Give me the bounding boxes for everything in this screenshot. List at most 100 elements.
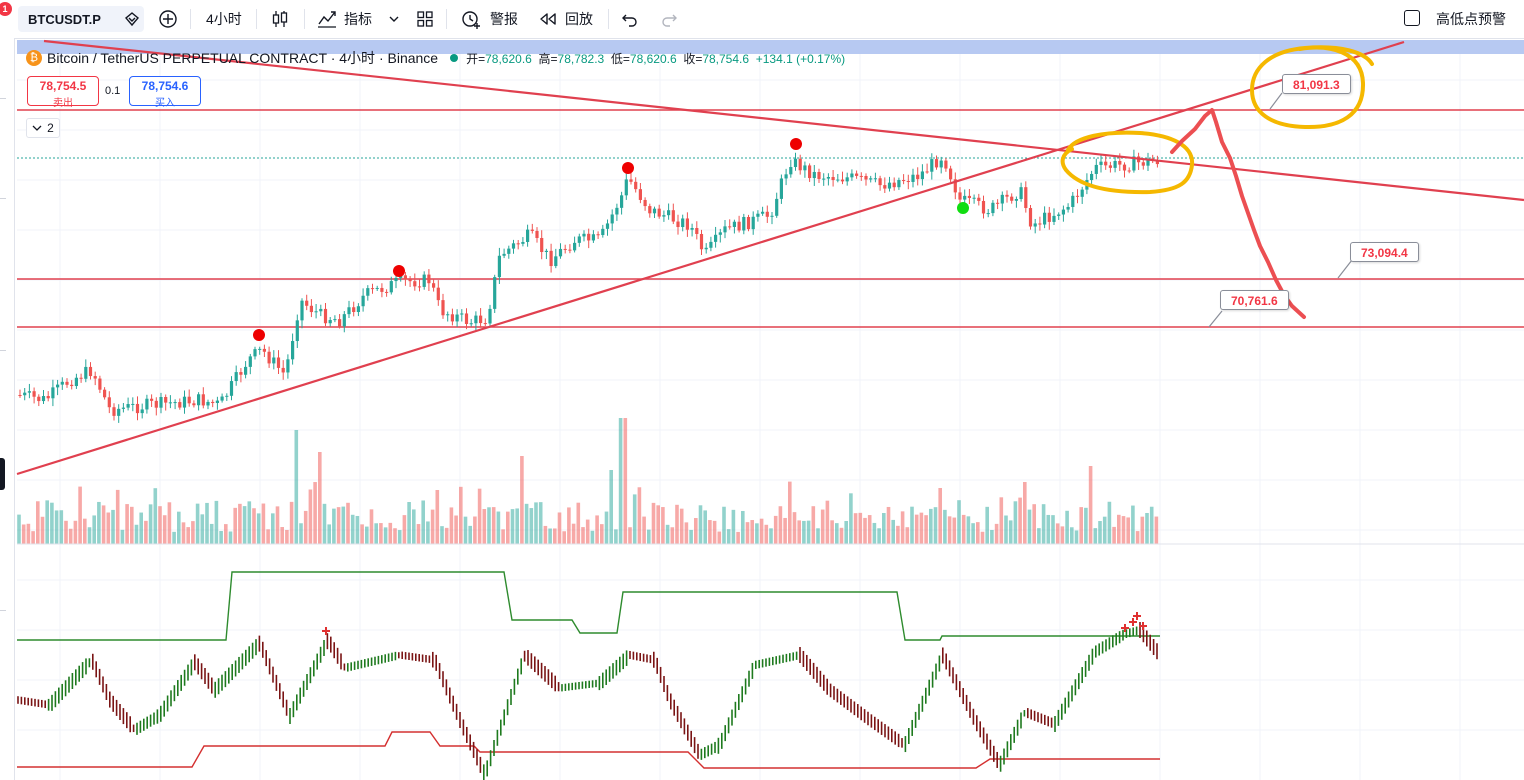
- volume-bar: [496, 511, 501, 544]
- candle-body: [934, 159, 939, 168]
- candle-body: [173, 402, 177, 404]
- candle-body: [135, 403, 140, 414]
- price-label-81091[interactable]: 81,091.3: [1282, 74, 1351, 94]
- price-label-73094[interactable]: 73,094.4: [1350, 242, 1419, 262]
- candle-body: [582, 233, 586, 237]
- volume-bar: [26, 523, 31, 544]
- sell-button[interactable]: 78,754.5 卖出: [27, 76, 99, 109]
- candle-body: [342, 314, 346, 327]
- candle-body: [761, 211, 765, 214]
- candle-body: [939, 160, 943, 168]
- candle-body: [328, 320, 332, 324]
- volume-bar: [318, 452, 322, 544]
- candle-body: [883, 185, 887, 189]
- volume-bar: [322, 503, 327, 544]
- volume-bar: [562, 531, 566, 544]
- replay-icon[interactable]: [538, 0, 558, 38]
- replay-button[interactable]: 回放: [565, 11, 593, 27]
- volume-bar: [835, 523, 839, 544]
- volume-bar: [92, 515, 96, 544]
- buy-button[interactable]: 78,754.6 买入: [129, 76, 201, 109]
- pivot-high-marker: [790, 138, 802, 150]
- candle-body: [1127, 170, 1131, 172]
- volume-bar: [308, 489, 313, 544]
- volume-bar: [694, 518, 698, 544]
- volume-bar: [440, 526, 444, 544]
- volume-bar: [148, 504, 153, 544]
- volume-bar: [491, 507, 496, 544]
- candle-body: [840, 179, 845, 182]
- candle-body: [309, 305, 313, 313]
- pivot-markers: [253, 138, 969, 341]
- candle-body: [855, 173, 859, 176]
- candle-body: [864, 175, 868, 180]
- volume-bar: [980, 531, 985, 544]
- volume-bar: [1027, 509, 1032, 544]
- candle-body: [1052, 215, 1056, 222]
- redo-icon[interactable]: [660, 0, 678, 38]
- volume-bar: [1060, 526, 1065, 544]
- high-low-alert-checkbox[interactable]: [1404, 10, 1420, 26]
- candle-body: [991, 202, 995, 214]
- symbol-search-box[interactable]: [18, 6, 144, 32]
- candle-body: [620, 195, 624, 208]
- candle-body: [751, 216, 755, 230]
- volume-bar: [1140, 516, 1145, 544]
- volume-bar: [595, 515, 599, 544]
- symbol-watch-icon[interactable]: [123, 0, 141, 38]
- volume-bar: [971, 523, 975, 544]
- volume-bar: [111, 509, 115, 544]
- candle-body: [1000, 194, 1004, 204]
- compare-add-icon[interactable]: [158, 0, 178, 38]
- notification-badge[interactable]: 1: [0, 2, 12, 16]
- volume-bar: [802, 520, 806, 544]
- chevron-down-icon[interactable]: [388, 0, 400, 38]
- volume-bar: [271, 513, 275, 544]
- undo-icon[interactable]: [621, 0, 639, 38]
- volume-bar: [228, 531, 233, 544]
- candle-body: [1061, 209, 1065, 215]
- volume-bar: [722, 506, 726, 544]
- bitcoin-logo-icon: ₿: [26, 50, 42, 66]
- candle-body: [93, 376, 97, 379]
- volume-bar: [825, 500, 830, 544]
- candlestick-type-icon[interactable]: [270, 0, 290, 38]
- candle-body: [681, 218, 685, 228]
- alert-clock-icon[interactable]: [460, 0, 482, 38]
- symbol-title[interactable]: Bitcoin / TetherUS PERPETUAL CONTRACT · …: [47, 50, 439, 66]
- candle-body: [60, 381, 64, 385]
- indicators-collapse-button[interactable]: 2: [26, 118, 60, 138]
- volume-bar: [219, 531, 223, 544]
- price-label-70761[interactable]: 70,761.6: [1220, 290, 1289, 310]
- candle-body: [916, 174, 920, 180]
- candle-body: [1080, 189, 1084, 197]
- candle-body: [1094, 164, 1098, 174]
- alert-button[interactable]: 警报: [490, 11, 518, 27]
- volume-bar: [200, 514, 205, 544]
- volume-bar: [247, 501, 252, 544]
- volume-bar: [73, 520, 78, 544]
- volume-bar: [64, 520, 68, 544]
- candle-body: [121, 407, 125, 409]
- indicators-icon[interactable]: [316, 0, 338, 38]
- interval-selector[interactable]: 4小时: [206, 11, 242, 27]
- candle-body: [502, 253, 506, 256]
- candle-body: [549, 250, 553, 267]
- symbol-name[interactable]: BTCUSDT.P: [28, 11, 101, 27]
- candle-body: [831, 177, 835, 181]
- descending-trendline: [43, 39, 1524, 202]
- toolbar-collapse-handle[interactable]: [0, 458, 5, 490]
- candle-body: [469, 323, 473, 325]
- volume-bar: [1145, 512, 1149, 544]
- candle-body: [779, 178, 783, 199]
- indicators-button[interactable]: 指标: [344, 11, 372, 27]
- candle-body: [638, 189, 642, 200]
- volume-bar: [383, 527, 388, 544]
- volume-bar: [214, 500, 219, 544]
- volume-bar: [430, 509, 435, 544]
- candle-body: [563, 248, 567, 250]
- candle-body: [949, 168, 953, 180]
- volume-bar: [336, 507, 341, 544]
- layout-grid-icon[interactable]: [416, 0, 434, 38]
